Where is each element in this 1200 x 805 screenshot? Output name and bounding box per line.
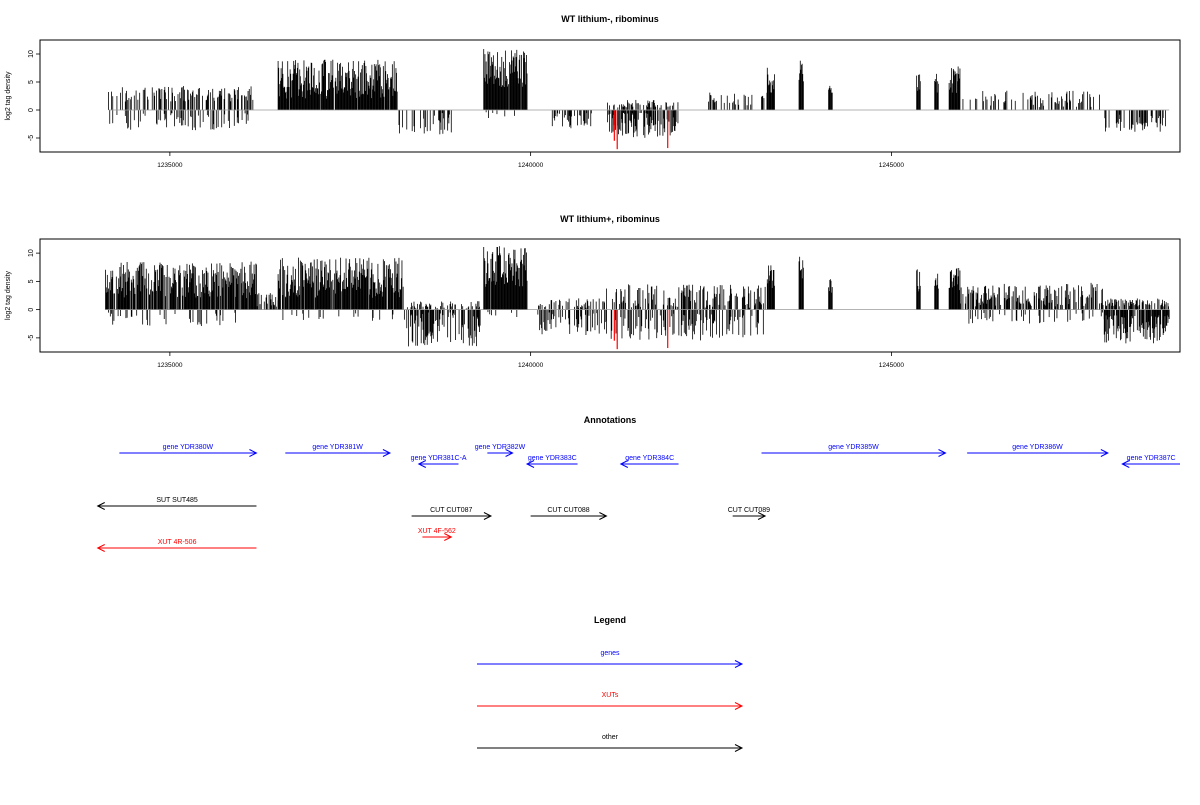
arrow-head bbox=[249, 449, 258, 457]
y-tick-label: 5 bbox=[28, 279, 35, 283]
arrow-head bbox=[483, 512, 493, 520]
feature-label: SUT SUT485 bbox=[156, 497, 198, 504]
arrow-head bbox=[599, 512, 608, 520]
feature-gene: gene YDR387C bbox=[1121, 455, 1180, 468]
legend-item-label: XUTs bbox=[602, 692, 619, 699]
arrow-head bbox=[96, 502, 105, 510]
feature-gene: gene YDR382W bbox=[475, 444, 526, 457]
legend-item-other: other bbox=[477, 734, 744, 752]
feature-gene: gene YDR385W bbox=[761, 444, 947, 457]
panel-title: WT lithium-, ribominus bbox=[561, 14, 659, 24]
bars bbox=[108, 49, 1166, 150]
arrow-head bbox=[619, 460, 629, 468]
x-tick-label: 1245000 bbox=[879, 362, 905, 369]
arrow-head bbox=[938, 449, 947, 457]
feature-gene: gene YDR381W bbox=[285, 444, 392, 457]
feature-label: gene YDR384C bbox=[625, 455, 674, 462]
plot-area: -5 0 5 10 1235000 1240000 1245000 bbox=[28, 238, 1181, 369]
feature-label: gene YDR387C bbox=[1127, 455, 1176, 462]
legend-item-label: other bbox=[602, 734, 619, 741]
feature-label: gene YDR381W bbox=[312, 444, 363, 451]
legend-item-label: genes bbox=[600, 650, 620, 657]
feature-label: CUT CUT089 bbox=[728, 507, 770, 514]
arrow-head bbox=[505, 449, 514, 457]
annotation-features: gene YDR380W gene YDR381W gene YDR381C-A ge… bbox=[96, 444, 1180, 552]
legend-title: Legend bbox=[594, 615, 626, 625]
feature-other: CUT CUT088 bbox=[530, 507, 608, 520]
arrow-head bbox=[1121, 460, 1130, 468]
feature-gene: gene YDR380W bbox=[119, 444, 258, 457]
feature-label: CUT CUT087 bbox=[430, 507, 472, 514]
feature-other: SUT SUT485 bbox=[96, 497, 257, 510]
feature-gene: gene YDR381C-A bbox=[411, 455, 467, 468]
feature-gene: gene YDR384C bbox=[619, 455, 679, 468]
y-tick-label: 10 bbox=[28, 249, 35, 257]
arrow-head bbox=[734, 744, 744, 752]
feature-label: XUT 4F-562 bbox=[418, 528, 456, 535]
y-tick-label: 10 bbox=[28, 50, 35, 58]
arrow-head bbox=[444, 533, 453, 541]
y-tick-label: -5 bbox=[28, 335, 35, 341]
feature-label: CUT CUT088 bbox=[547, 507, 589, 514]
x-tick-label: 1235000 bbox=[157, 162, 183, 169]
legend-item-xut: XUTs bbox=[477, 692, 744, 710]
feature-xut: XUT 4R-506 bbox=[96, 539, 257, 552]
x-tick-label: 1240000 bbox=[518, 162, 544, 169]
x-tick-label: 1245000 bbox=[879, 162, 905, 169]
feature-label: gene YDR386W bbox=[1012, 444, 1063, 451]
annotations-panel: Annotations gene YDR380W gene YDR381Wgene… bbox=[96, 415, 1180, 552]
arrow-head bbox=[417, 460, 427, 468]
feature-label: gene YDR382W bbox=[475, 444, 526, 451]
y-axis-label: log2 tag density bbox=[5, 270, 12, 320]
feature-gene: gene YDR386W bbox=[967, 444, 1109, 457]
feature-xut: XUT 4F-562 bbox=[418, 528, 456, 541]
arrow-head bbox=[734, 702, 744, 710]
feature-label: gene YDR380W bbox=[163, 444, 214, 451]
feature-gene: gene YDR383C bbox=[525, 455, 578, 468]
arrow-head bbox=[734, 660, 744, 668]
feature-label: gene YDR385W bbox=[828, 444, 879, 451]
arrow-head bbox=[382, 449, 392, 457]
bars bbox=[105, 246, 1170, 350]
plot-frame bbox=[39, 39, 1181, 153]
feature-other: CUT CUT089 bbox=[728, 507, 770, 520]
y-tick-label: 0 bbox=[28, 308, 35, 312]
annotations-title: Annotations bbox=[584, 415, 637, 425]
feature-label: XUT 4R-506 bbox=[158, 539, 197, 546]
arrow-head bbox=[757, 512, 767, 520]
y-tick-label: 5 bbox=[28, 80, 35, 84]
arrow-head bbox=[96, 544, 105, 552]
x-tick-label: 1235000 bbox=[157, 362, 183, 369]
feature-label: gene YDR383C bbox=[528, 455, 577, 462]
arrow-head bbox=[1100, 449, 1109, 457]
feature-label: gene YDR381C-A bbox=[411, 455, 467, 462]
legend-item-gene: genes bbox=[477, 650, 744, 668]
track-panel-lithium-plus: WT lithium+, ribominus log2 tag density … bbox=[5, 214, 1181, 369]
y-tick-label: -5 bbox=[28, 135, 35, 141]
plot-area: -5 0 5 10 1235000 1240000 1245000 bbox=[28, 39, 1181, 169]
x-tick-label: 1240000 bbox=[518, 362, 544, 369]
arrow-head bbox=[525, 460, 535, 468]
legend-items: genes XUTs other bbox=[477, 650, 744, 752]
y-axis-label: log2 tag density bbox=[5, 71, 12, 121]
track-panel-lithium-minus: WT lithium-, ribominus log2 tag density … bbox=[5, 14, 1181, 169]
plot-frame bbox=[39, 238, 1181, 353]
panel-title: WT lithium+, ribominus bbox=[560, 214, 660, 224]
y-tick-label: 0 bbox=[28, 108, 35, 112]
legend: Legend genes XUTs other bbox=[477, 615, 744, 752]
feature-other: CUT CUT087 bbox=[411, 507, 493, 520]
